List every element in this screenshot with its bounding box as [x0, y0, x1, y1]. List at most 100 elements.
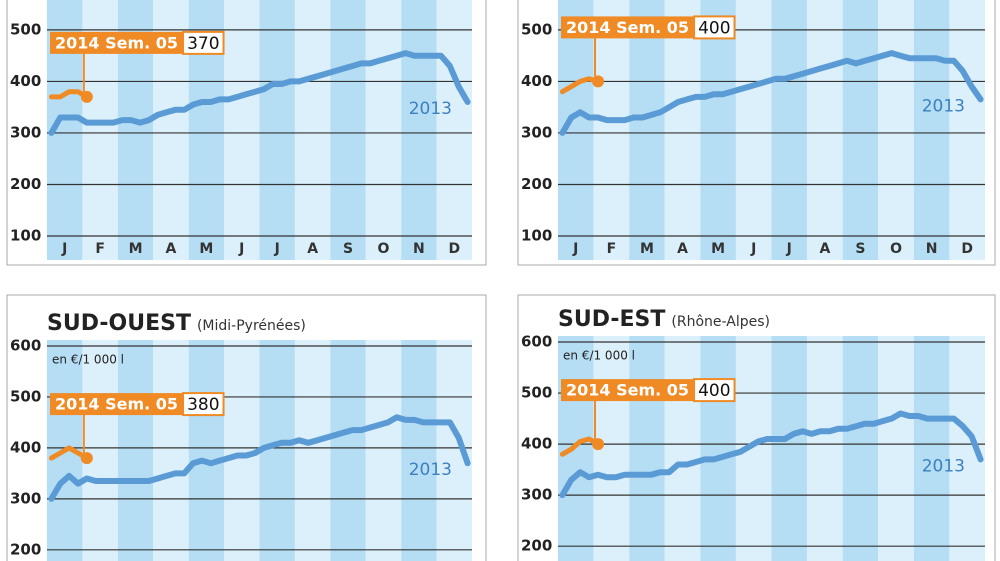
- x-tick-label: O: [890, 241, 902, 257]
- series-line: [48, 414, 471, 502]
- month-band: [629, 336, 665, 561]
- annotation-label: 2014 Sem. 05: [55, 33, 178, 52]
- x-tick-label: A: [307, 241, 318, 257]
- chart-subtitle: (Rhône-Alpes): [671, 314, 770, 330]
- y-tick-label: 500: [10, 20, 41, 38]
- month-band: [330, 0, 366, 260]
- annotation-value-box: [182, 392, 225, 417]
- month-band: [949, 336, 985, 561]
- month-band: [913, 0, 950, 260]
- x-tick-label: J: [238, 241, 244, 257]
- month-band: [153, 340, 189, 561]
- annotation-label: 2014 Sem. 05: [566, 18, 689, 37]
- y-tick-label: 200: [10, 540, 41, 558]
- y-tick-label: 600: [10, 337, 41, 355]
- month-band: [700, 336, 736, 561]
- month-band: [700, 0, 736, 260]
- x-tick-label: M: [640, 241, 654, 257]
- annotation-label-box: [50, 31, 184, 54]
- end-dot: [592, 438, 605, 451]
- y-tick-label: 300: [10, 489, 41, 507]
- y-tick-label: 400: [10, 72, 41, 90]
- x-tick-label: F: [607, 241, 617, 257]
- month-band: [842, 336, 879, 561]
- x-tick-label: N: [413, 241, 425, 257]
- y-tick-label: 400: [521, 72, 552, 90]
- x-tick-label: D: [448, 241, 460, 257]
- month-band: [771, 0, 808, 260]
- x-tick-label: J: [274, 241, 280, 257]
- month-band: [259, 0, 295, 260]
- chart-title: SUD-EST: [558, 307, 665, 332]
- end-dot: [592, 75, 605, 88]
- month-band: [294, 0, 331, 260]
- x-tick-label: J: [61, 241, 67, 257]
- month-band: [842, 0, 879, 260]
- y-tick-label: 600: [521, 333, 552, 351]
- series-line: [559, 50, 984, 136]
- annotation-value-box: [182, 30, 225, 55]
- chart-panel: SUD-EST (Rhône-Alpes) en €/1 000 l 200 300 40…: [517, 294, 996, 561]
- month-band: [401, 0, 437, 260]
- y-tick-label: 500: [521, 20, 552, 38]
- x-tick-label: N: [926, 241, 938, 257]
- x-tick-label: M: [711, 241, 725, 257]
- annotation-label-box: [561, 16, 695, 39]
- unit-label: en €/1 000 l: [52, 353, 124, 367]
- y-tick-label: 300: [521, 486, 552, 504]
- annotation-value: 380: [187, 395, 219, 415]
- month-band: [436, 340, 472, 561]
- x-tick-label: J: [786, 241, 792, 257]
- series-label: 2013: [922, 96, 965, 116]
- y-tick-label: 100: [10, 227, 41, 245]
- x-tick-label: J: [750, 241, 756, 257]
- x-tick-label: M: [129, 241, 143, 257]
- month-band: [949, 0, 985, 260]
- month-band: [807, 0, 843, 260]
- y-tick-label: 300: [521, 123, 552, 141]
- annotation-label: 2014 Sem. 05: [55, 395, 178, 414]
- month-band: [224, 0, 260, 260]
- annotation-value-box: [693, 15, 736, 40]
- annotation-value: 400: [698, 18, 730, 38]
- x-tick-label: A: [166, 241, 177, 257]
- y-tick-label: 100: [521, 227, 552, 245]
- series-line: [48, 445, 90, 461]
- series-line: [48, 50, 471, 136]
- series-line: [559, 76, 601, 95]
- x-tick-label: D: [961, 241, 973, 257]
- chart-panel: 100 200 300 400 500 J F M A M J J A S O N D 2014 Sem. 05 4…: [517, 0, 996, 266]
- chart-panel: 100 200 300 400 500 J F M A M J J A S O N D 2014 Sem. 05 3…: [6, 0, 487, 266]
- month-band: [593, 0, 630, 260]
- chart-panel: SUD-OUEST (Midi-Pyrénées) en €/1 000 l 200 3…: [6, 294, 487, 561]
- month-band: [878, 336, 914, 561]
- y-tick-label: 400: [10, 438, 41, 456]
- series-label: 2013: [409, 99, 452, 119]
- chart-subtitle: (Midi-Pyrénées): [197, 318, 306, 334]
- month-band: [188, 340, 225, 561]
- x-tick-label: A: [819, 241, 830, 257]
- month-band: [664, 0, 701, 260]
- month-band: [330, 340, 366, 561]
- month-band: [294, 340, 331, 561]
- month-band: [913, 336, 950, 561]
- annotation-label-box: [561, 379, 695, 402]
- month-band: [401, 340, 437, 561]
- series-label: 2013: [922, 456, 965, 476]
- series-line: [559, 410, 984, 499]
- y-tick-label: 200: [521, 175, 552, 193]
- annotation-label-box: [50, 393, 184, 416]
- y-tick-label: 200: [10, 175, 41, 193]
- y-tick-label: 500: [10, 387, 41, 405]
- x-tick-label: F: [95, 241, 105, 257]
- chart-title: SUD-OUEST: [47, 311, 191, 336]
- annotation-label: 2014 Sem. 05: [566, 381, 689, 400]
- x-tick-label: S: [343, 241, 353, 257]
- month-band: [878, 0, 914, 260]
- x-tick-label: O: [378, 241, 390, 257]
- annotation-value-box: [693, 378, 736, 403]
- end-dot: [80, 90, 93, 103]
- month-band: [629, 0, 665, 260]
